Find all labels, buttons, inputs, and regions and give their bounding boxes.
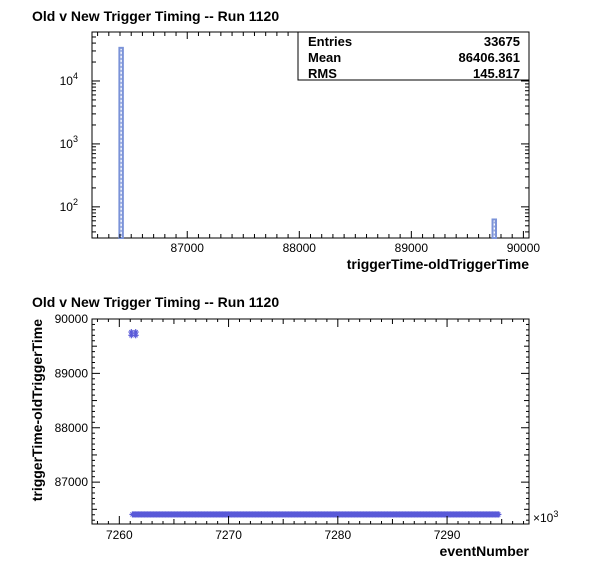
scatter-x-tick-label: 7280 xyxy=(324,528,351,542)
stats-mean-value: 86406.361 xyxy=(459,50,520,65)
histogram-x-axis-title: triggerTime-oldTriggerTime xyxy=(347,256,530,272)
histogram-y-tick-exponent: 4 xyxy=(73,71,78,81)
stats-entries-value: 33675 xyxy=(484,34,520,49)
histogram-y-tick-base: 10 xyxy=(60,74,74,88)
stats-box-frame xyxy=(297,31,530,81)
scatter-y-tick-label: 88000 xyxy=(55,421,89,435)
scatter-y-tick-label: 89000 xyxy=(55,366,89,380)
scatter-y-tick-label: 90000 xyxy=(55,312,89,326)
histogram-y-tick-label: 103 xyxy=(60,134,78,151)
scatter-y-axis-title: triggerTime-oldTriggerTime xyxy=(29,319,45,502)
scatter-points xyxy=(128,329,502,518)
scatter-x-multiplier-exp: 3 xyxy=(553,509,558,519)
histogram-y-tick-exponent: 3 xyxy=(73,134,78,144)
scatter-point xyxy=(128,329,135,336)
stats-entries-label: Entries xyxy=(308,34,352,49)
scatter-point xyxy=(495,511,502,518)
stats-mean-label: Mean xyxy=(308,50,341,65)
scatter-frame xyxy=(91,318,530,525)
histogram-y-tick-label: 104 xyxy=(60,71,78,88)
scatter-x-tick-label: 7270 xyxy=(215,528,242,542)
histogram-bins xyxy=(118,46,498,240)
stats-rms-value: 145.817 xyxy=(473,66,520,81)
scatter-x-axis: 7260 7270 7280 7290 xyxy=(96,319,525,542)
histogram-x-tick-label: 88000 xyxy=(283,241,317,255)
stats-rms-label: RMS xyxy=(308,66,337,81)
histogram-title: Old v New Trigger Timing -- Run 1120 xyxy=(32,8,279,24)
scatter-y-axis: 87000 88000 89000 90000 xyxy=(55,312,529,521)
scatter-x-multiplier-base: ×10 xyxy=(533,511,554,525)
histogram-y-tick-base: 10 xyxy=(60,200,74,214)
stats-box: Entries 33675 Mean 86406.361 RMS 145.817 xyxy=(297,31,530,81)
scatter-x-tick-label: 7260 xyxy=(106,528,133,542)
scatter-x-tick-label: 7290 xyxy=(434,528,461,542)
scatter-title: Old v New Trigger Timing -- Run 1120 xyxy=(32,294,279,310)
scatter-y-tick-label: 87000 xyxy=(55,475,89,489)
histogram-y-tick-exponent: 2 xyxy=(73,197,78,207)
histogram-panel: Old v New Trigger Timing -- Run 1120 870… xyxy=(32,8,540,272)
scatter-x-multiplier: ×103 xyxy=(533,509,558,525)
histogram-y-tick-label: 102 xyxy=(60,197,78,214)
histogram-x-axis: 87000 88000 89000 90000 xyxy=(97,32,541,255)
scatter-panel: Old v New Trigger Timing -- Run 1120 726… xyxy=(29,294,558,559)
histogram-x-tick-label: 90000 xyxy=(507,241,541,255)
scatter-point xyxy=(132,329,139,336)
histogram-y-tick-base: 10 xyxy=(60,137,74,151)
histogram-x-tick-label: 87000 xyxy=(171,241,205,255)
scatter-x-axis-title: eventNumber xyxy=(440,543,530,559)
histogram-x-tick-label: 89000 xyxy=(395,241,429,255)
